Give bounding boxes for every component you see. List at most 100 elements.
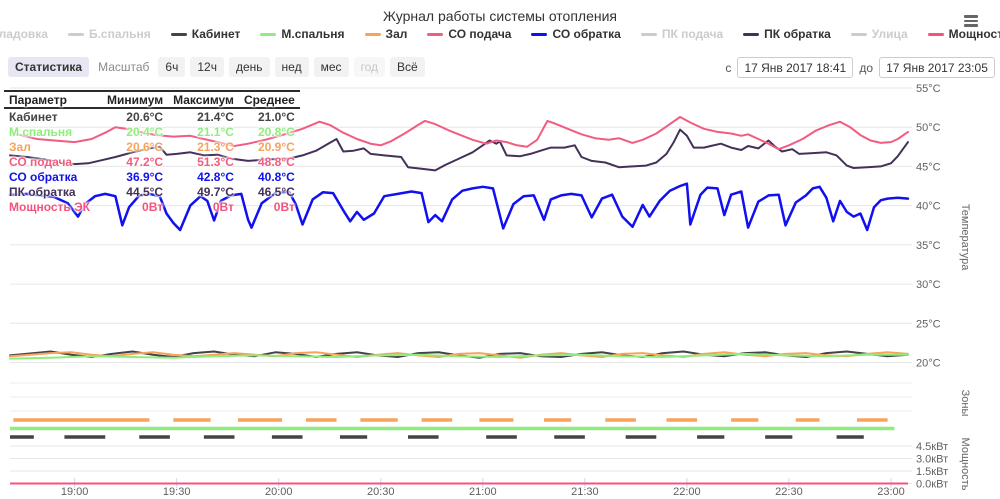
- stats-cell: Кабинет: [9, 109, 58, 124]
- table-row: СО подача 47.2°C 51.3°C 48.8°C: [4, 154, 300, 169]
- stats-header-cell: Среднее: [243, 92, 295, 107]
- table-row: Мощность ЭК 0Вт 0Вт 0Вт: [4, 199, 300, 214]
- legend-swatch-icon: [364, 32, 381, 36]
- stats-cell: 42.8°C: [197, 169, 234, 184]
- temp-tick-label: 35°C: [916, 240, 941, 252]
- legend-swatch-icon: [260, 32, 277, 36]
- hamburger-menu-icon[interactable]: [964, 13, 978, 29]
- temp-tick-label: 45°C: [916, 161, 941, 173]
- stats-cell: 0Вт: [142, 199, 164, 214]
- legend-item-co-podacha[interactable]: СО подача: [427, 27, 511, 41]
- stats-cell: 51.3°C: [197, 154, 234, 169]
- stats-cell: 21.4°C: [197, 109, 234, 124]
- legend-label: М.спальня: [281, 27, 345, 41]
- legend-item-b-spalnya[interactable]: Б.спальня: [67, 27, 151, 41]
- stats-cell: 49.7°C: [197, 184, 234, 199]
- legend-swatch-icon: [743, 32, 760, 36]
- power-tick-label: 1.5кВт: [916, 466, 948, 478]
- menu-bar: [964, 15, 978, 18]
- legend-swatch-icon: [427, 32, 444, 36]
- series-m-spalnya: [9, 352, 909, 360]
- temp-tick-label: 30°C: [916, 279, 941, 291]
- legend-label: Улица: [871, 27, 908, 41]
- x-tick-label: 20:30: [367, 486, 395, 498]
- temp-axis-title: Температура: [959, 204, 971, 272]
- zoom-button-all[interactable]: Всё: [390, 57, 425, 77]
- range-from-input[interactable]: [737, 57, 854, 78]
- range-from-label: с: [725, 60, 732, 75]
- stats-cell: 0Вт: [212, 199, 234, 214]
- legend-label: Зал: [385, 27, 408, 41]
- menu-bar: [964, 19, 978, 22]
- legend-item-ulitsa[interactable]: Улица: [850, 27, 908, 41]
- range-to-label: до: [859, 60, 873, 75]
- x-tick-label: 20:00: [265, 486, 293, 498]
- legend-swatch-icon: [850, 32, 867, 36]
- legend-label: ПК подача: [661, 27, 724, 41]
- zoom-button-month[interactable]: мес: [313, 57, 349, 77]
- temp-tick-label: 40°C: [916, 201, 941, 213]
- stats-cell: 46.5°C: [258, 184, 295, 199]
- range-to-input[interactable]: [879, 57, 995, 78]
- legend-swatch-icon: [170, 32, 187, 36]
- legend: Кладовка Б.спальня Кабинет М.спальня Зал СО п…: [0, 27, 1000, 41]
- series-zal: [9, 351, 909, 359]
- table-row: ПК обратка 44.5°C 49.7°C 46.5°C: [4, 184, 300, 199]
- temp-tick-label: 50°C: [916, 122, 941, 134]
- x-tick-label: 23:00: [877, 486, 905, 498]
- temp-tick-label: 25°C: [916, 318, 941, 330]
- stats-cell: 40.8°C: [258, 169, 295, 184]
- table-row: Кабинет 20.6°C 21.4°C 21.0°C: [4, 108, 300, 124]
- legend-swatch-icon: [640, 32, 657, 36]
- legend-label: Б.спальня: [88, 27, 151, 41]
- power-tick-label: 4.5кВт: [916, 441, 948, 453]
- statistics-button[interactable]: Статистика: [8, 57, 90, 77]
- zoom-button-year: год: [353, 57, 386, 77]
- legend-label: Мощность ЭК: [948, 27, 1000, 41]
- zoom-button-12h[interactable]: 12ч: [190, 57, 224, 77]
- legend-item-kabinet[interactable]: Кабинет: [170, 27, 240, 41]
- legend-swatch-icon: [531, 32, 548, 36]
- zoom-buttons-group: 6ч 12ч день нед мес год Всё: [158, 57, 425, 77]
- power-axis-title: Мощность: [959, 438, 971, 491]
- series-co-podacha: [9, 116, 909, 151]
- series-co-obratka: [8, 182, 910, 232]
- x-tick-label: 22:30: [775, 486, 803, 498]
- stats-cell: СО обратка: [9, 169, 78, 184]
- stats-cell: 0Вт: [273, 199, 295, 214]
- legend-item-pk-podacha[interactable]: ПК подача: [640, 27, 724, 41]
- stats-header-cell: Параметр: [9, 92, 67, 107]
- power-tick-label: 3.0кВт: [916, 454, 948, 466]
- legend-label: СО подача: [448, 27, 512, 41]
- legend-item-moshchnost-ek[interactable]: Мощность ЭК: [927, 27, 1000, 41]
- x-tick-label: 22:00: [673, 486, 701, 498]
- stats-header-cell: Максимум: [173, 92, 234, 107]
- stats-cell: 20.6°C: [126, 139, 164, 154]
- x-tick-label: 21:30: [571, 486, 599, 498]
- table-row: Зал 20.6°C 21.3°C 20.9°C: [4, 139, 300, 154]
- temp-tick-label: 20°C: [916, 358, 941, 370]
- x-tick-label: 19:00: [61, 486, 89, 498]
- legend-item-zal[interactable]: Зал: [364, 27, 408, 41]
- legend-label: ПК обратка: [764, 27, 831, 41]
- legend-item-kladovka[interactable]: Кладовка: [0, 27, 48, 41]
- legend-swatch-icon: [67, 32, 84, 36]
- legend-label: Кладовка: [0, 27, 48, 41]
- zoom-button-6h[interactable]: 6ч: [158, 57, 186, 77]
- legend-item-m-spalnya[interactable]: М.спальня: [260, 27, 345, 41]
- toolbar: Статистика Масштаб 6ч 12ч день нед мес год Всё: [8, 57, 425, 77]
- zoom-button-day[interactable]: день: [228, 57, 270, 77]
- legend-item-pk-obratka[interactable]: ПК обратка: [743, 27, 831, 41]
- table-row: СО обратка 36.9°C 42.8°C 40.8°C: [4, 169, 300, 184]
- statistics-table-body: Кабинет 20.6°C 21.4°C 21.0°C М.спальня 20.4°C…: [4, 108, 300, 214]
- stats-cell: 36.9°C: [126, 169, 164, 184]
- zoom-button-week[interactable]: нед: [274, 57, 309, 77]
- x-tick-label: 21:00: [469, 486, 497, 498]
- zones-axis-title: Зоны: [959, 390, 971, 417]
- stats-header-cell: Минимум: [107, 92, 164, 107]
- menu-bar: [964, 24, 978, 27]
- legend-label: СО обратка: [552, 27, 621, 41]
- legend-item-co-obratka[interactable]: СО обратка: [531, 27, 621, 41]
- series-pk-obratka: [9, 128, 909, 172]
